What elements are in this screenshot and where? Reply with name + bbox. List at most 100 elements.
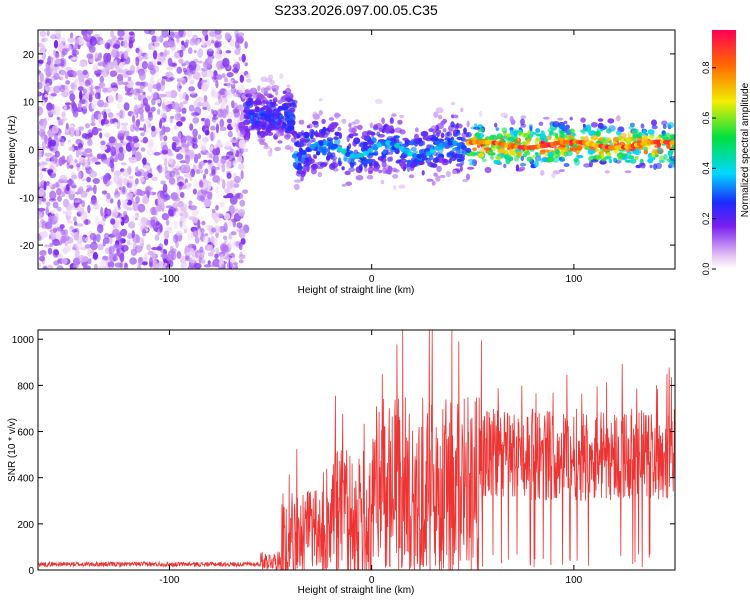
spectrogram-cell	[118, 253, 123, 258]
spectrogram-cell	[590, 159, 599, 163]
spectrogram-cell	[140, 132, 146, 137]
spectrogram-cell	[558, 169, 565, 173]
spectrogram-cell	[121, 244, 129, 252]
spectrogram-cell	[154, 234, 160, 241]
spectrogram-cell	[326, 155, 330, 162]
spectrogram-cell	[97, 113, 102, 123]
spectrogram-cell	[245, 93, 253, 98]
spectrogram-cell	[439, 174, 446, 179]
spectrogram-cell	[484, 166, 492, 174]
spectrogram-cell	[534, 138, 539, 146]
spectrogram-cell	[595, 154, 603, 160]
spectrogram-cell	[483, 147, 491, 151]
spectrogram-cell	[242, 148, 249, 153]
spectrogram-cell	[74, 249, 80, 259]
spectrogram-cell	[78, 150, 82, 156]
spectrogram-cell	[45, 114, 50, 123]
spectrogram-cell	[156, 99, 161, 104]
spectrogram-cell	[274, 132, 282, 138]
spectrogram-cell	[142, 56, 149, 60]
spectrogram-cell	[81, 105, 88, 115]
spectrogram-cell	[456, 131, 461, 136]
spectrogram-cell	[38, 187, 45, 197]
spectrogram-cell	[353, 125, 358, 129]
spectrogram-cell	[481, 158, 487, 162]
spectrogram-cell	[87, 30, 93, 35]
spectrogram-cell	[191, 143, 195, 148]
spectrogram-cell	[208, 225, 215, 235]
spectrogram-cell	[315, 130, 318, 138]
spectrogram-cell	[138, 222, 143, 226]
spectrogram-cell	[311, 120, 319, 125]
spectrogram-cell	[263, 87, 271, 91]
spectrogram-cell	[204, 118, 211, 129]
spectrogram-cell	[117, 37, 124, 41]
spectrogram-cell	[129, 136, 135, 142]
spectrogram-cell	[140, 228, 149, 232]
spectrogram-cell	[431, 180, 436, 186]
spectrogram-cell	[109, 70, 118, 77]
spectrogram-cell	[243, 113, 251, 119]
spectrogram-cell	[607, 137, 611, 141]
spectrogram-cell	[259, 141, 267, 145]
spectrogram-cell	[120, 228, 128, 237]
spectrogram-cell	[63, 229, 68, 236]
spectrogram-cell	[104, 247, 112, 255]
spectrogram-cell	[145, 203, 151, 214]
spectrogram-cell	[669, 140, 675, 146]
spectrogram-cell	[472, 147, 477, 151]
spectrogram-cell	[212, 148, 219, 156]
spectrogram-cell	[146, 149, 154, 156]
spectrogram-cell	[434, 145, 441, 151]
spectrogram-cell	[163, 230, 170, 240]
spectrogram-y-tick-label: -20	[20, 241, 35, 252]
spectrogram-cell	[205, 57, 212, 68]
spectrogram-x-tick-label: -100	[159, 274, 179, 285]
spectrogram-cell	[239, 74, 244, 83]
spectrogram-cell	[529, 130, 534, 137]
spectrogram-cell	[77, 101, 82, 111]
spectrogram-cell	[123, 202, 129, 210]
spectrogram-cell	[580, 136, 585, 140]
spectrogram-cell	[427, 144, 432, 148]
spectrogram-cell	[162, 183, 168, 193]
spectrogram-cell	[667, 121, 675, 129]
spectrogram-cell	[65, 102, 71, 106]
spectrogram-cell	[159, 51, 164, 57]
spectrogram-cell	[48, 214, 53, 225]
spectrogram-cell	[285, 92, 294, 99]
spectrogram-cell	[388, 151, 394, 155]
snr-x-ticks: -100 0 100	[159, 330, 583, 586]
spectrogram-cell	[214, 42, 222, 48]
spectrogram-cell	[206, 152, 212, 156]
spectrogram-cell	[41, 140, 47, 149]
spectrogram-cell	[38, 212, 42, 218]
spectrogram-cell	[428, 154, 434, 161]
spectrogram-cell	[206, 49, 210, 56]
spectrogram-cell	[318, 98, 323, 102]
spectrogram-cell	[418, 149, 424, 155]
spectrogram-cell	[161, 78, 165, 86]
spectrogram-cell	[212, 258, 221, 268]
spectrogram-cell	[135, 166, 139, 173]
spectrogram-cell	[114, 222, 120, 228]
spectrogram-cell	[499, 147, 506, 153]
spectrogram-cell	[156, 246, 162, 251]
spectrogram-cell	[265, 101, 270, 105]
spectrogram-cell	[307, 139, 315, 143]
spectrogram-cell	[435, 175, 441, 182]
spectrogram-cell	[640, 123, 645, 129]
spectrogram-cell	[41, 161, 48, 166]
spectrogram-cell	[226, 261, 233, 269]
spectrogram-cell	[141, 95, 146, 99]
spectrogram-cell	[192, 230, 199, 238]
spectrogram-cell	[161, 108, 167, 118]
spectrogram-cell	[203, 159, 208, 163]
spectrogram-cell	[93, 65, 99, 71]
spectrogram-cell	[501, 127, 508, 134]
spectrogram-cell	[475, 132, 481, 138]
spectrogram-cell	[465, 131, 472, 138]
spectrogram-cell	[197, 48, 204, 58]
spectrogram-cell	[294, 141, 299, 146]
spectrogram-cell	[389, 156, 393, 162]
